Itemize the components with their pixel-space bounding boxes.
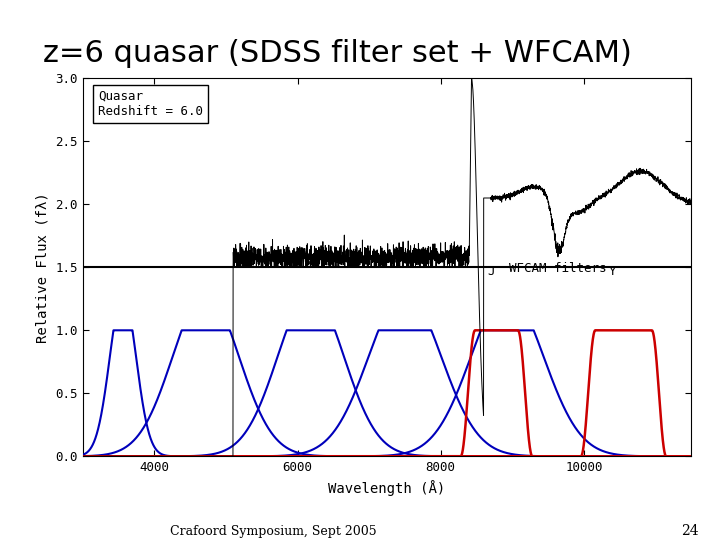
- Text: WFCAM filters: WFCAM filters: [508, 261, 606, 275]
- Text: Quasar
Redshift = 6.0: Quasar Redshift = 6.0: [98, 90, 203, 118]
- X-axis label: Wavelength (Å): Wavelength (Å): [328, 480, 446, 496]
- Text: Crafoord Symposium, Sept 2005: Crafoord Symposium, Sept 2005: [171, 524, 377, 538]
- Y-axis label: Relative Flux (fλ): Relative Flux (fλ): [36, 192, 50, 343]
- Text: z=6 quasar (SDSS filter set + WFCAM): z=6 quasar (SDSS filter set + WFCAM): [43, 38, 632, 68]
- Text: J: J: [487, 265, 495, 278]
- Text: Y: Y: [608, 265, 616, 278]
- Text: 24: 24: [681, 524, 698, 538]
